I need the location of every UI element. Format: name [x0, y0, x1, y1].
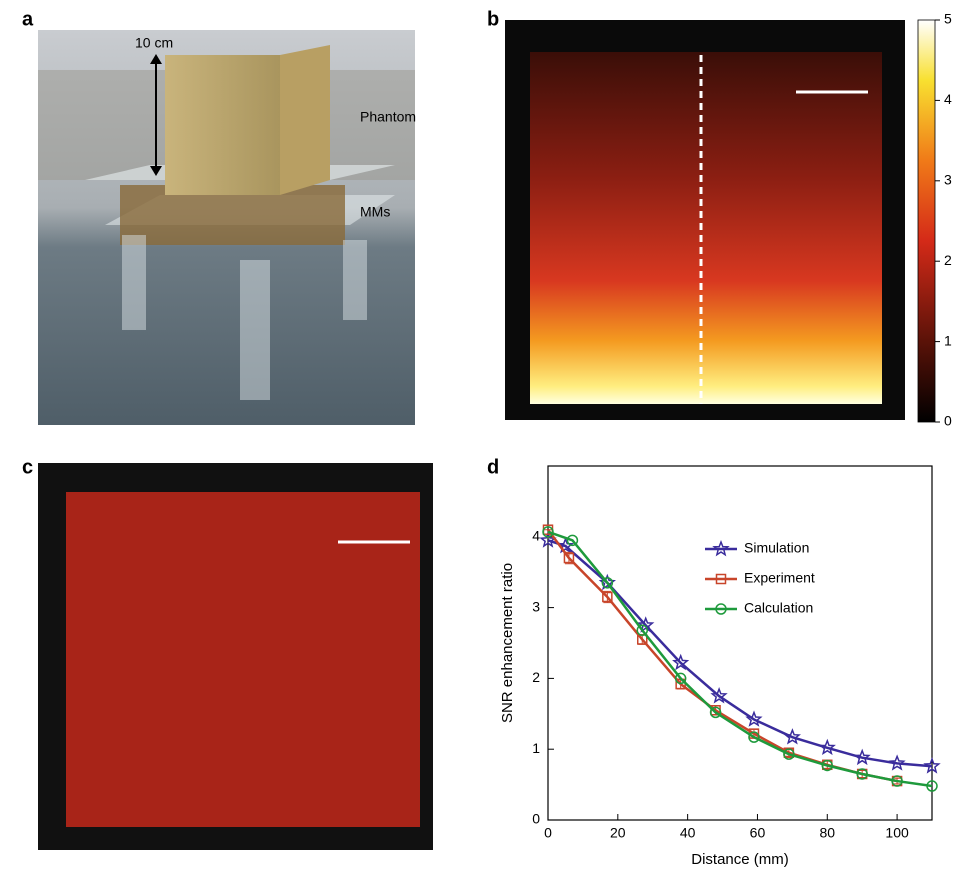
- panel-a: 10 cm Phantom MMs: [38, 30, 416, 425]
- colorbar-label: 4: [944, 91, 952, 107]
- heatmap: [530, 52, 882, 404]
- panel-b: [505, 20, 935, 422]
- y-tick-label: 1: [532, 740, 540, 756]
- panel-label: d: [487, 456, 499, 478]
- colorbar: [918, 20, 935, 422]
- x-tick-label: 60: [750, 825, 766, 841]
- panel-label: a: [22, 8, 34, 30]
- leg: [122, 235, 146, 330]
- series-line: [548, 540, 932, 766]
- legend-label: Calculation: [744, 600, 813, 616]
- colorbar-label: 5: [944, 11, 952, 27]
- y-tick-label: 2: [532, 669, 540, 685]
- phantom: [165, 55, 280, 195]
- panel-label: b: [487, 8, 499, 30]
- plot-frame: [548, 466, 932, 820]
- y-tick-label: 4: [532, 528, 540, 544]
- x-tick-label: 0: [544, 825, 552, 841]
- legend-label: Experiment: [744, 570, 815, 586]
- panel-c: [38, 463, 433, 850]
- panel-label: c: [22, 456, 33, 478]
- x-axis-label: Distance (mm): [691, 851, 789, 868]
- phantom-side: [280, 45, 330, 195]
- series-line: [548, 530, 897, 781]
- colorbar-label: 2: [944, 252, 952, 268]
- y-axis-label: SNR enhancement ratio: [499, 563, 516, 723]
- figure: 10 cm Phantom MMs abcd012345020406080100…: [0, 0, 954, 875]
- legend-label: Simulation: [744, 540, 809, 556]
- colorbar-label: 1: [944, 332, 952, 348]
- leg: [343, 240, 367, 320]
- annotation: Phantom: [360, 109, 416, 125]
- colorbar-label: 0: [944, 413, 952, 429]
- x-tick-label: 100: [885, 825, 909, 841]
- x-tick-label: 80: [819, 825, 835, 841]
- colorbar-label: 3: [944, 172, 952, 188]
- x-tick-label: 40: [680, 825, 696, 841]
- x-tick-label: 20: [610, 825, 626, 841]
- y-tick-label: 0: [532, 811, 540, 827]
- annotation: 10 cm: [135, 35, 173, 51]
- leg: [240, 260, 270, 400]
- y-tick-label: 3: [532, 598, 540, 614]
- annotation: MMs: [360, 204, 390, 220]
- series-line: [548, 532, 932, 786]
